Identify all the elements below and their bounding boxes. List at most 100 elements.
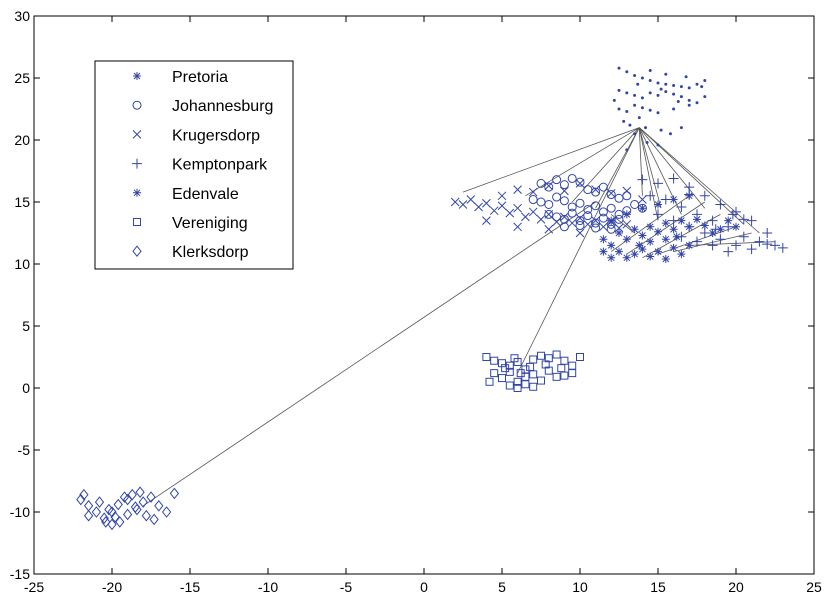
legend-label-pretoria: Pretoria bbox=[172, 69, 228, 86]
point-pretoria bbox=[644, 126, 648, 130]
x-tick-label: 15 bbox=[650, 579, 666, 595]
point-vereniging bbox=[541, 360, 550, 369]
point-krugersdorp bbox=[575, 228, 585, 238]
x-tick-label: -10 bbox=[258, 579, 278, 595]
point-johannesburg bbox=[552, 212, 562, 222]
point-pretoria bbox=[659, 87, 663, 91]
point-vereniging bbox=[568, 369, 577, 378]
point-klerksdorp bbox=[146, 491, 156, 503]
point-vereniging bbox=[510, 354, 519, 363]
point-pretoria bbox=[617, 88, 621, 92]
point-johannesburg bbox=[536, 197, 546, 207]
y-tick-label: 10 bbox=[14, 256, 30, 272]
point-vereniging bbox=[498, 374, 506, 383]
point-edenvale bbox=[622, 253, 631, 262]
point-pretoria bbox=[672, 83, 676, 87]
point-kemptonpark bbox=[715, 199, 726, 210]
point-edenvale bbox=[685, 191, 694, 200]
point-edenvale bbox=[622, 210, 631, 219]
legend-entry-johannesburg: Johannesburg bbox=[132, 98, 273, 115]
point-pretoria bbox=[664, 82, 668, 86]
point-kemptonpark bbox=[692, 236, 702, 247]
point-krugersdorp bbox=[521, 212, 530, 222]
point-edenvale bbox=[599, 247, 608, 256]
point-kemptonpark bbox=[660, 194, 671, 205]
legend-marker-edenvale bbox=[133, 188, 141, 197]
point-johannesburg bbox=[598, 182, 608, 192]
point-pretoria bbox=[625, 109, 629, 113]
legend-entry-pretoria: Pretoria bbox=[133, 69, 228, 86]
y-tick-label: 0 bbox=[22, 380, 30, 396]
point-krugersdorp bbox=[599, 222, 608, 232]
point-kemptonpark bbox=[699, 190, 710, 201]
point-krugersdorp bbox=[583, 219, 593, 229]
point-krugersdorp bbox=[482, 216, 491, 225]
point-johannesburg bbox=[552, 175, 562, 185]
point-kemptonpark bbox=[707, 240, 718, 251]
point-johannesburg bbox=[591, 187, 601, 197]
point-edenvale bbox=[635, 241, 644, 250]
point-kemptonpark bbox=[754, 236, 765, 247]
point-klerksdorp bbox=[161, 506, 172, 518]
point-pretoria bbox=[656, 111, 660, 115]
point-krugersdorp bbox=[489, 206, 499, 216]
point-johannesburg bbox=[591, 201, 601, 211]
point-edenvale bbox=[669, 243, 678, 252]
point-kemptonpark bbox=[668, 215, 679, 226]
point-klerksdorp bbox=[149, 513, 159, 526]
connection-line bbox=[462, 127, 640, 193]
point-johannesburg bbox=[630, 199, 640, 209]
point-pretoria bbox=[648, 78, 652, 82]
point-pretoria bbox=[679, 126, 683, 130]
point-klerksdorp bbox=[122, 508, 133, 521]
point-krugersdorp bbox=[458, 200, 468, 209]
point-vereniging bbox=[501, 364, 510, 373]
point-klerksdorp bbox=[107, 506, 117, 518]
point-johannesburg bbox=[575, 177, 585, 187]
point-kemptonpark bbox=[676, 201, 687, 212]
point-pretoria bbox=[633, 93, 637, 97]
point-edenvale bbox=[669, 225, 678, 234]
legend-label-edenvale: Edenvale bbox=[172, 186, 239, 203]
connection-line bbox=[638, 127, 643, 196]
point-edenvale bbox=[685, 222, 694, 231]
point-edenvale bbox=[646, 222, 655, 231]
point-klerksdorp bbox=[127, 488, 137, 501]
point-pretoria bbox=[633, 74, 637, 78]
legend-label-vereniging: Vereniging bbox=[172, 215, 248, 232]
point-edenvale bbox=[646, 237, 655, 246]
point-pretoria bbox=[645, 140, 649, 144]
legend-entry-kemptonpark: Kemptonpark bbox=[132, 157, 268, 174]
point-pretoria bbox=[703, 95, 707, 99]
point-pretoria bbox=[640, 76, 644, 80]
point-edenvale bbox=[724, 216, 733, 225]
point-johannesburg bbox=[575, 198, 585, 208]
point-pretoria bbox=[687, 98, 691, 102]
point-klerksdorp bbox=[79, 488, 89, 501]
point-vereniging bbox=[576, 353, 584, 361]
point-johannesburg bbox=[606, 190, 616, 200]
x-tick-label: 20 bbox=[728, 579, 744, 595]
point-johannesburg bbox=[567, 173, 577, 183]
point-pretoria bbox=[687, 103, 691, 107]
legend: Pretoria Johannesburg Krugersdorp Kemptonpa… bbox=[94, 60, 294, 270]
x-tick-label: 25 bbox=[806, 579, 822, 595]
point-pretoria bbox=[636, 82, 640, 86]
point-krugersdorp bbox=[560, 212, 569, 222]
point-kemptonpark bbox=[645, 190, 656, 201]
point-krugersdorp bbox=[474, 202, 483, 212]
point-klerksdorp bbox=[122, 493, 133, 506]
point-pretoria bbox=[625, 91, 629, 95]
point-kemptonpark bbox=[746, 244, 757, 255]
point-krugersdorp bbox=[560, 186, 569, 196]
point-klerksdorp bbox=[141, 509, 151, 522]
legend-entry-edenvale: Edenvale bbox=[133, 186, 239, 203]
point-edenvale bbox=[607, 241, 616, 250]
legend-marker-krugersdorp bbox=[132, 130, 142, 139]
y-tick-label: 30 bbox=[14, 8, 30, 24]
point-pretoria bbox=[617, 107, 621, 111]
point-edenvale bbox=[669, 195, 678, 204]
legend-label-johannesburg: Johannesburg bbox=[172, 98, 273, 115]
point-pretoria bbox=[617, 66, 621, 70]
point-vereniging bbox=[521, 380, 530, 389]
